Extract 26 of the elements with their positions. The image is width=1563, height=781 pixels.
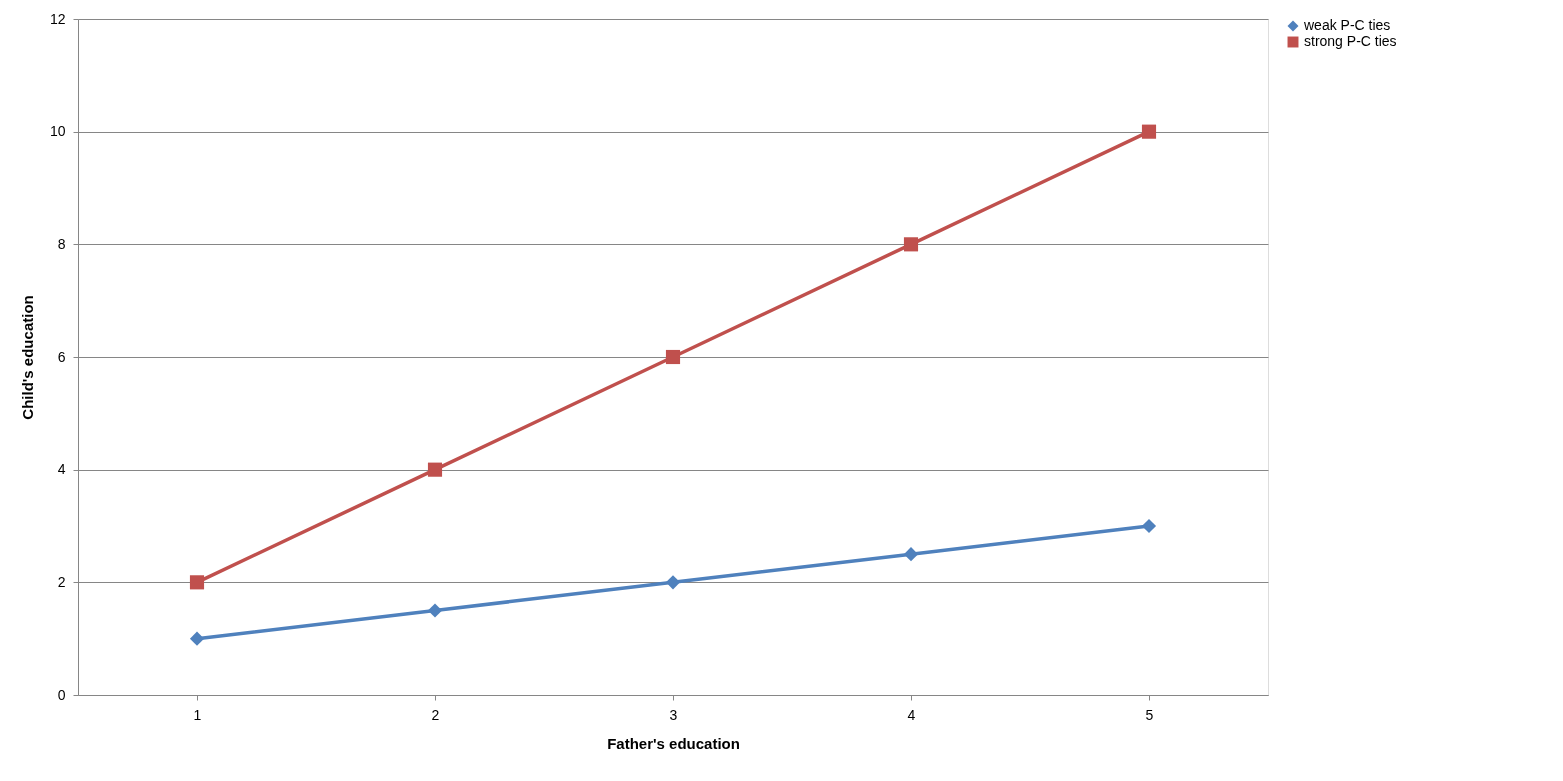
y-tick-label: 2	[57, 573, 66, 590]
x-axis-title: Father's education	[607, 734, 740, 752]
point	[427, 603, 443, 618]
x-tick-label: 1	[193, 706, 202, 723]
x-tick-label: 5	[1145, 706, 1154, 723]
point	[665, 575, 681, 590]
point	[903, 237, 919, 252]
point	[189, 575, 205, 590]
y-tick-label: 6	[57, 348, 66, 365]
legend-label: weak P-C ties	[1303, 17, 1391, 33]
legend-label: strong P-C ties	[1304, 33, 1397, 49]
x-tick-label: 3	[669, 706, 678, 723]
x-tick-label: 2	[431, 706, 440, 723]
point	[1141, 518, 1157, 534]
point	[665, 349, 681, 365]
point	[1141, 124, 1157, 139]
y-tick-label: 8	[57, 235, 66, 252]
point	[189, 631, 205, 646]
y-tick-label: 12	[49, 10, 66, 27]
y-tick-label: 10	[49, 123, 66, 140]
point	[427, 462, 443, 477]
point	[903, 547, 919, 562]
y-tick-label: 0	[57, 686, 66, 703]
y-axis-title: Child's education	[18, 295, 36, 420]
x-tick-label: 4	[907, 706, 916, 723]
y-tick-label: 4	[57, 461, 66, 478]
